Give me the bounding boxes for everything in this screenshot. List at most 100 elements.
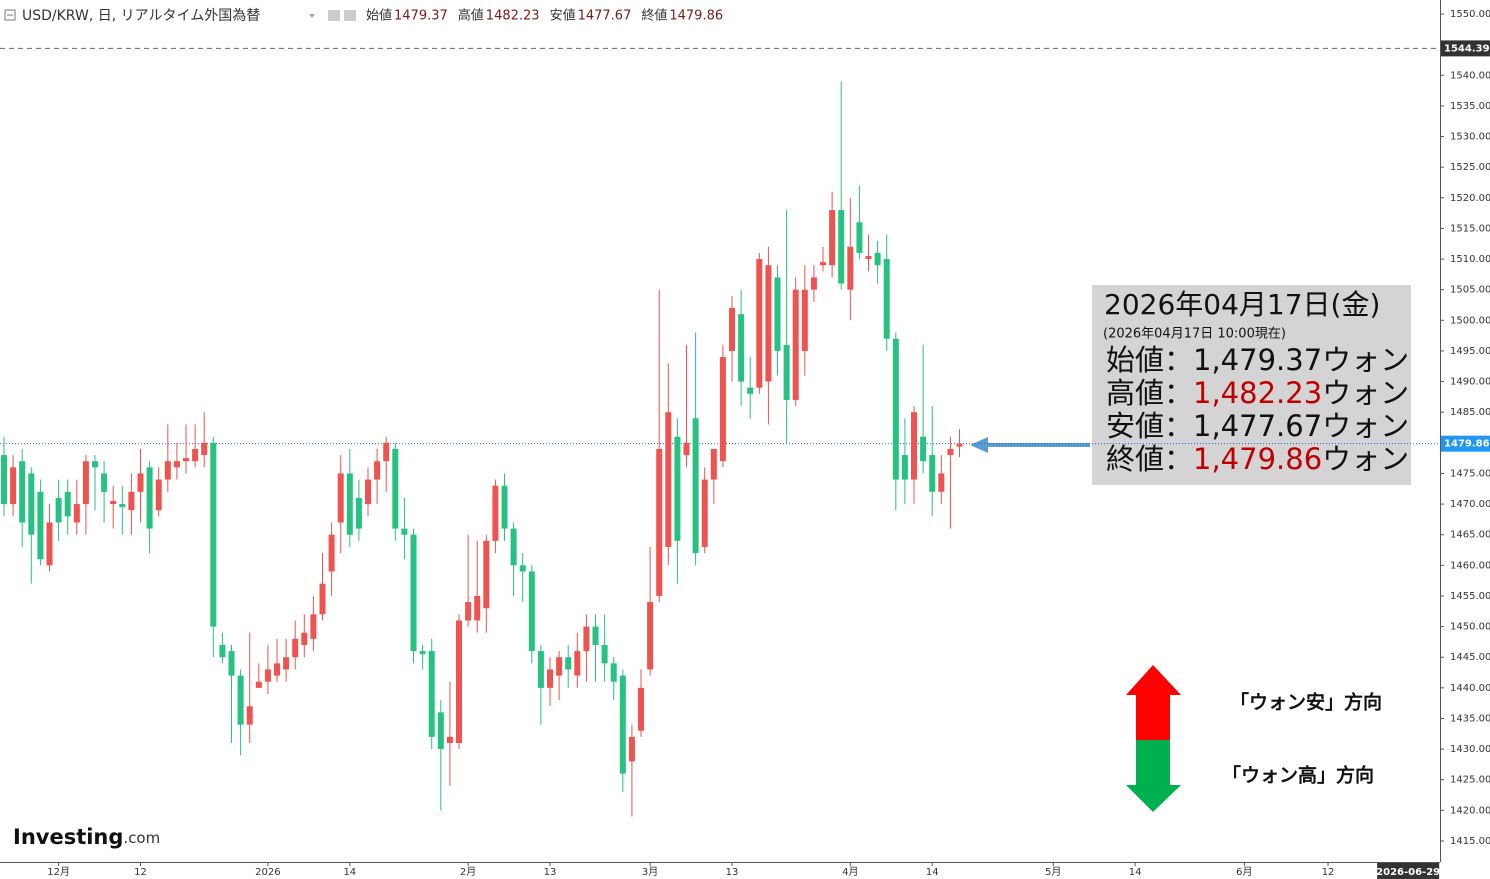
candle-body bbox=[628, 736, 635, 762]
candle-body bbox=[310, 614, 317, 639]
header-label: 始値 bbox=[366, 8, 392, 24]
candle-body bbox=[392, 448, 399, 529]
settings-icon[interactable] bbox=[344, 10, 356, 21]
candle-body bbox=[374, 461, 381, 480]
candle-body bbox=[810, 277, 817, 290]
candle-body bbox=[337, 473, 344, 523]
y-tick-label: 1470.00 bbox=[1450, 499, 1490, 510]
candle-body bbox=[729, 308, 736, 351]
info-row: 高値：1,482.23ウォン bbox=[1106, 376, 1409, 410]
header: USD/KRW, 日, リアルタイム外国為替 bbox=[4, 8, 356, 24]
candle-body bbox=[183, 458, 190, 462]
x-tick-label-box bbox=[1377, 863, 1440, 879]
x-tick-label: 12 bbox=[1322, 867, 1335, 878]
candle-body bbox=[146, 467, 153, 529]
candle-body bbox=[601, 644, 608, 664]
direction-label: 「ウォン高」方向 bbox=[1222, 764, 1374, 787]
candle-body bbox=[1, 455, 8, 505]
logo-name: Investing bbox=[13, 825, 123, 849]
candle-body bbox=[465, 602, 472, 621]
candle-body bbox=[483, 540, 490, 609]
x-tick-label: 3月 bbox=[642, 866, 658, 878]
candle-body bbox=[210, 442, 217, 627]
y-tick-label: 1535.00 bbox=[1450, 101, 1490, 112]
candle-body bbox=[847, 246, 854, 290]
candle-body bbox=[301, 632, 308, 645]
info-box-text: 2026年04月17日(金)(2026年04月17日 10:00現在)始値：1,… bbox=[1103, 288, 1409, 476]
candle-body bbox=[565, 657, 572, 670]
info-subtitle: (2026年04月17日 10:00現在) bbox=[1103, 327, 1286, 342]
candle-body bbox=[774, 277, 781, 351]
collapse-icon[interactable] bbox=[4, 9, 16, 21]
info-row-unit: ウォン bbox=[1322, 376, 1409, 410]
candle-body bbox=[820, 262, 827, 266]
y-tick-label: 1430.00 bbox=[1450, 744, 1490, 755]
candle-body bbox=[911, 412, 918, 480]
candle-body bbox=[665, 412, 672, 547]
info-row-value: 1,479.86 bbox=[1193, 442, 1322, 476]
candle-body bbox=[219, 644, 226, 658]
header-value: 1479.37 bbox=[394, 9, 448, 24]
candle-body bbox=[656, 448, 663, 596]
candle-body bbox=[528, 571, 535, 652]
candle-body bbox=[10, 467, 17, 505]
info-row-value: 1,479.37 bbox=[1193, 343, 1322, 377]
candle-body bbox=[883, 259, 890, 339]
candle-body bbox=[610, 663, 617, 682]
candle-body bbox=[128, 491, 135, 511]
candle-body bbox=[446, 736, 453, 743]
candle-body bbox=[137, 473, 144, 492]
candle-body bbox=[55, 497, 62, 523]
y-tick-label: 1520.00 bbox=[1450, 193, 1490, 204]
y-tick-label: 1460.00 bbox=[1450, 560, 1490, 571]
y-tick-label: 1425.00 bbox=[1450, 775, 1490, 786]
dropdown-icon[interactable] bbox=[309, 14, 315, 18]
info-row-unit: ウォン bbox=[1322, 442, 1409, 476]
x-tick-label: 4月 bbox=[842, 866, 858, 878]
info-row-label: 終値： bbox=[1106, 442, 1193, 476]
y-tick-label: 1455.00 bbox=[1450, 591, 1490, 602]
candle-body bbox=[37, 491, 44, 560]
candle-body bbox=[492, 485, 499, 541]
candle-body bbox=[355, 497, 362, 529]
candle-body bbox=[892, 338, 899, 480]
candle-body bbox=[556, 657, 563, 676]
candle-body bbox=[383, 442, 390, 462]
header-value: 1477.67 bbox=[578, 9, 632, 24]
y-tick-label: 1435.00 bbox=[1450, 713, 1490, 724]
candle-body bbox=[19, 461, 26, 523]
candle-body bbox=[537, 651, 544, 688]
candle-body bbox=[710, 448, 717, 480]
candle-body bbox=[783, 344, 790, 400]
y-tick-label: 1490.00 bbox=[1450, 377, 1490, 388]
info-row: 安値：1,477.67ウォン bbox=[1106, 409, 1409, 443]
candle-body bbox=[856, 222, 863, 253]
x-tick-label: 14 bbox=[343, 867, 356, 878]
candle-body bbox=[510, 528, 517, 566]
candle-body bbox=[574, 651, 581, 676]
x-tick-label: 6月 bbox=[1236, 866, 1252, 878]
candle-body bbox=[101, 473, 108, 492]
candle-body bbox=[246, 706, 253, 725]
settings-icon[interactable] bbox=[328, 10, 340, 21]
direction-arrows bbox=[1126, 665, 1181, 812]
y-tick-label: 1550.00 bbox=[1450, 9, 1490, 20]
info-row-label: 安値： bbox=[1106, 409, 1193, 443]
info-row-value: 1,482.23 bbox=[1193, 376, 1322, 410]
info-row-value: 1,477.67 bbox=[1193, 409, 1322, 443]
logo: Investing.com bbox=[13, 825, 160, 849]
x-tick-label: 2026-06-29 bbox=[1376, 867, 1440, 878]
chart-title: USD/KRW, 日, リアルタイム外国為替 bbox=[22, 8, 260, 24]
candle-body bbox=[756, 259, 763, 388]
arrow-head bbox=[970, 437, 988, 453]
candle-body bbox=[592, 626, 599, 645]
candle-body bbox=[64, 491, 71, 517]
candle-body bbox=[283, 657, 290, 670]
header-value: 1482.23 bbox=[486, 9, 540, 24]
y-tick-label: 1440.00 bbox=[1450, 683, 1490, 694]
candle-body bbox=[956, 443, 963, 447]
reference-label: 1544.39 bbox=[1444, 43, 1490, 54]
y-tick-label: 1525.00 bbox=[1450, 162, 1490, 173]
candle-body bbox=[674, 436, 681, 541]
candle-body bbox=[274, 663, 281, 676]
